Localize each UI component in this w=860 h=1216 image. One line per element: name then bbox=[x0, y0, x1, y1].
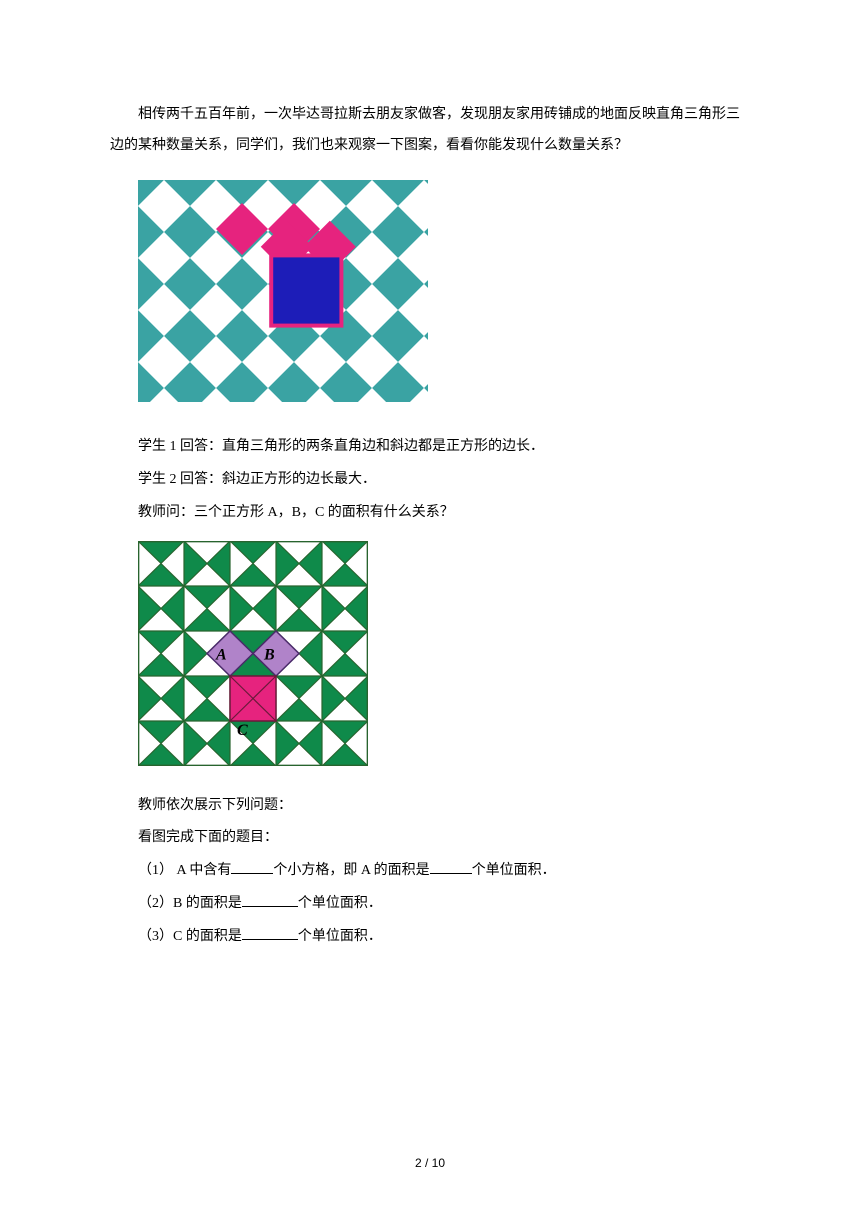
page-number: 2 / 10 bbox=[0, 1150, 860, 1176]
blank-3 bbox=[242, 926, 298, 940]
question-2: （2）B 的面积是 个单位面积． bbox=[110, 889, 750, 920]
look-prompt: 看图完成下面的题目： bbox=[110, 823, 750, 854]
intro-paragraph: 相传两千五百年前，一次毕达哥拉斯去朋友家做客，发现朋友家用砖铺成的地面反映直角三… bbox=[110, 100, 750, 162]
student2-answer: 学生 2 回答：斜边正方形的边长最大． bbox=[110, 465, 750, 496]
q3-part-a: （3）C 的面积是 bbox=[138, 929, 242, 944]
svg-text:A: A bbox=[215, 646, 227, 663]
question-1: （1） A 中含有 个小方格，即 A 的面积是 个单位面积． bbox=[110, 856, 750, 887]
figure-1-tile-pattern bbox=[138, 180, 750, 415]
question-3: （3）C 的面积是 个单位面积． bbox=[110, 922, 750, 953]
q2-part-b: 个单位面积． bbox=[298, 896, 382, 911]
blank-2 bbox=[242, 893, 298, 907]
svg-text:B: B bbox=[263, 646, 275, 663]
svg-text:C: C bbox=[237, 722, 248, 739]
q2-part-a: （2）B 的面积是 bbox=[138, 896, 242, 911]
blank-1a bbox=[231, 860, 273, 874]
teacher-show: 教师依次展示下列问题： bbox=[110, 791, 750, 822]
teacher-question: 教师问：三个正方形 A，B，C 的面积有什么关系？ bbox=[110, 498, 750, 529]
q3-part-b: 个单位面积． bbox=[298, 929, 382, 944]
q1-part-c: 个单位面积． bbox=[472, 863, 556, 878]
q1-part-a: （1） A 中含有 bbox=[138, 863, 231, 878]
figure-2-grid-squares: A B C bbox=[138, 541, 750, 779]
q1-part-b: 个小方格，即 A 的面积是 bbox=[273, 863, 429, 878]
blank-1b bbox=[430, 860, 472, 874]
student1-answer: 学生 1 回答：直角三角形的两条直角边和斜边都是正方形的边长． bbox=[110, 432, 750, 463]
